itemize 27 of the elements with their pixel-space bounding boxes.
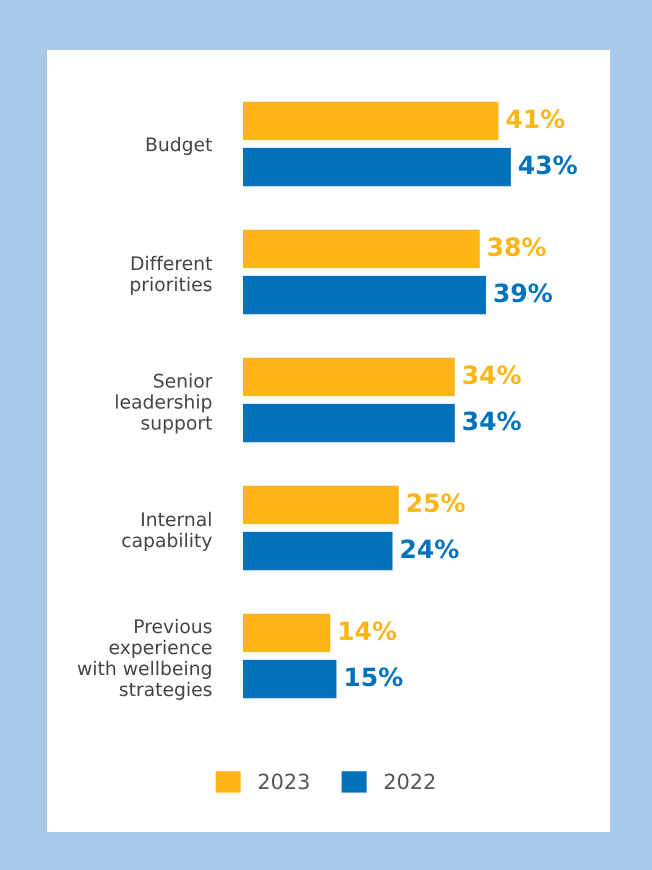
data-label: 39% xyxy=(494,283,552,302)
legend-label: 2022 xyxy=(384,774,434,790)
bar xyxy=(243,102,498,140)
y-tick-label: Senior leadership support xyxy=(116,373,212,434)
data-label: 38% xyxy=(488,237,546,256)
bar xyxy=(243,404,455,442)
y-tick-label: Internal capability xyxy=(122,512,212,551)
bar xyxy=(243,532,393,570)
y-tick-label: Different priorities xyxy=(131,256,212,295)
legend-label: 2023 xyxy=(258,774,309,790)
bar xyxy=(243,614,330,652)
y-tick-label: Previous experience with wellbeing strategies xyxy=(78,618,212,700)
bar xyxy=(243,230,480,268)
bar xyxy=(243,660,336,698)
data-label: 25% xyxy=(408,493,465,512)
data-label: 24% xyxy=(401,539,459,558)
bar xyxy=(243,148,511,186)
data-label: 43% xyxy=(518,155,577,174)
y-tick-label: Budget xyxy=(146,136,212,156)
data-label: 41% xyxy=(506,109,564,128)
bar xyxy=(243,358,455,396)
data-label: 15% xyxy=(346,667,402,686)
data-label: 14% xyxy=(340,621,396,640)
data-label: 34% xyxy=(463,365,521,384)
bar xyxy=(243,276,486,314)
bar xyxy=(243,486,399,524)
data-label: 34% xyxy=(463,411,521,430)
